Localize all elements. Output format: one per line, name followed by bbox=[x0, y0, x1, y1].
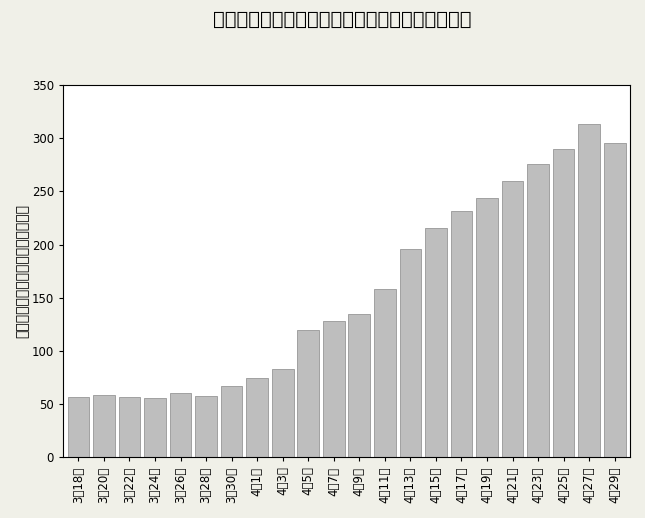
Bar bbox=[348, 314, 370, 457]
Bar bbox=[527, 164, 549, 457]
Bar bbox=[476, 198, 498, 457]
Bar bbox=[399, 249, 421, 457]
Bar bbox=[221, 386, 243, 457]
Bar bbox=[68, 397, 89, 457]
Bar bbox=[246, 378, 268, 457]
Bar bbox=[323, 321, 344, 457]
Bar bbox=[297, 330, 319, 457]
Y-axis label: 人工呼吸器を装着する患者数（人）: 人工呼吸器を装着する患者数（人） bbox=[15, 204, 29, 338]
Text: 【全国で人工呼吸器を要する確定患者数の推移】: 【全国で人工呼吸器を要する確定患者数の推移】 bbox=[213, 10, 471, 30]
Bar bbox=[144, 398, 166, 457]
Bar bbox=[502, 181, 523, 457]
Bar bbox=[119, 397, 141, 457]
Bar bbox=[195, 396, 217, 457]
Bar bbox=[553, 149, 575, 457]
Bar bbox=[272, 369, 293, 457]
Bar bbox=[425, 227, 447, 457]
Bar bbox=[93, 395, 115, 457]
Bar bbox=[451, 211, 472, 457]
Bar bbox=[579, 124, 600, 457]
Bar bbox=[604, 142, 626, 457]
Bar bbox=[374, 290, 395, 457]
Bar bbox=[170, 393, 192, 457]
